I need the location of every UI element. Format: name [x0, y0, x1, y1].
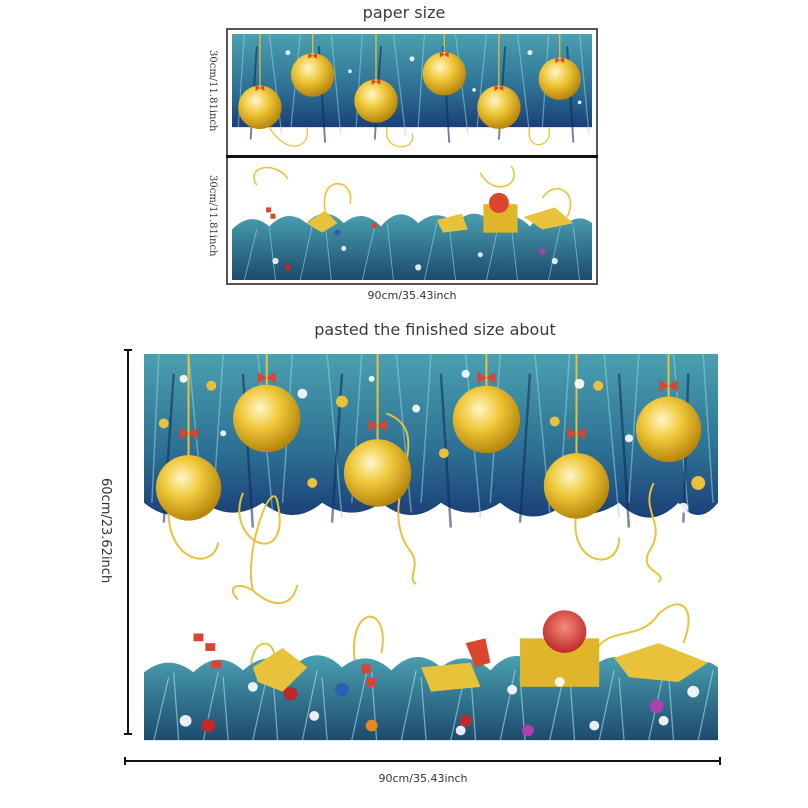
ornament-garland-large-image	[144, 354, 718, 590]
pine-garland-bottom-image	[232, 165, 592, 280]
ornament-garland-top-image	[232, 34, 592, 148]
width-measure-left-tick	[124, 757, 126, 765]
height-measure-bottom-tick	[124, 733, 132, 735]
height-measure-top-tick	[124, 349, 132, 351]
pine-garland-large-image	[144, 585, 718, 741]
finished-top-artwork	[144, 354, 718, 590]
finished-width-label: 90cm/35.43inch	[378, 772, 468, 785]
finished-size-title: pasted the finished size about	[314, 320, 556, 339]
finished-height-label: 60cm/23.62inch	[98, 478, 113, 584]
top-panel-height-label: 30cm/11.81inch	[207, 50, 218, 132]
paper-size-title: paper size	[362, 3, 446, 22]
height-measure-line	[127, 350, 129, 734]
finished-bottom-artwork	[144, 585, 718, 745]
paper-divider	[226, 155, 598, 158]
paper-top-panel-artwork	[232, 34, 592, 152]
bottom-panel-height-label: 30cm/11.81inch	[207, 175, 218, 257]
width-measure-line	[125, 760, 721, 762]
paper-width-label: 90cm/35.43inch	[367, 289, 457, 302]
width-measure-right-tick	[719, 757, 721, 765]
paper-bottom-panel-artwork	[232, 160, 592, 280]
